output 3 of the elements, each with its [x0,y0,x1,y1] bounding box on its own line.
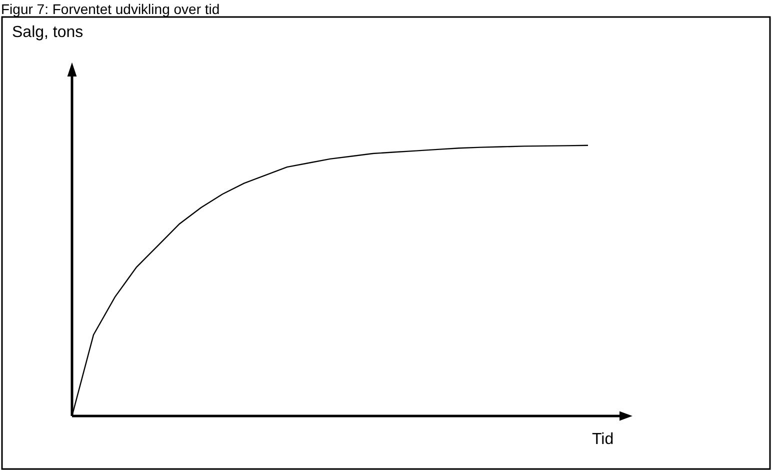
x-axis-title: Tid [592,431,614,448]
chart-title: Figur 7: Forventet udvikling over tid [1,1,220,17]
text: Salg, tons [12,24,84,41]
